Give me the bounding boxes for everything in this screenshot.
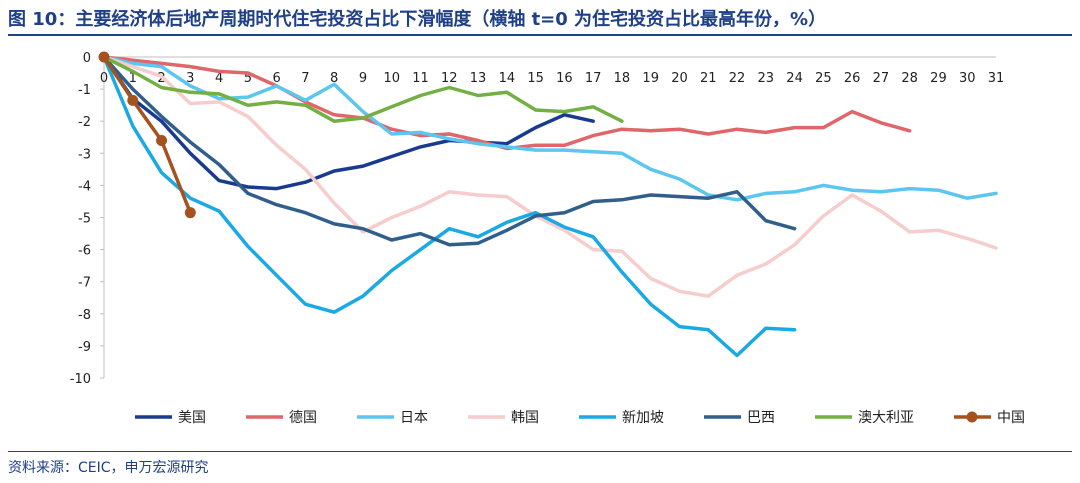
y-tick-label: -6	[78, 244, 91, 259]
x-tick-label: 20	[671, 71, 688, 86]
x-tick-label: 4	[215, 71, 223, 86]
legend-label: 巴西	[747, 410, 775, 426]
y-tick-label: -8	[78, 308, 91, 323]
x-tick-label: 21	[700, 71, 717, 86]
x-tick-label: 14	[499, 71, 516, 86]
x-tick-label: 22	[729, 71, 746, 86]
x-tick-label: 18	[614, 71, 631, 86]
legend-label: 韩国	[511, 410, 539, 426]
y-tick-label: -5	[78, 212, 91, 227]
x-tick-label: 7	[301, 71, 309, 86]
y-tick-label: 0	[83, 51, 91, 66]
x-tick-label: 29	[930, 71, 947, 86]
x-tick-label: 23	[758, 71, 775, 86]
figure-title: 图 10：主要经济体后地产周期时代住宅投资占比下滑幅度（横轴 t=0 为住宅投资…	[8, 9, 827, 30]
data-point-marker	[156, 134, 168, 146]
series-line-3	[102, 55, 998, 202]
legend-label: 中国	[997, 410, 1025, 426]
x-tick-label: 24	[786, 71, 803, 86]
x-tick-label: 12	[441, 71, 458, 86]
x-tick-label: 1	[129, 71, 137, 86]
x-tick-label: 31	[988, 71, 1005, 86]
x-tick-label: 17	[585, 71, 602, 86]
legend-label: 新加坡	[622, 410, 664, 426]
series-line-7	[102, 55, 624, 123]
y-tick-label: -9	[78, 340, 91, 355]
x-tick-label: 19	[642, 71, 659, 86]
legend-label: 日本	[400, 410, 428, 426]
axes: 0-1-2-3-4-5-6-7-8-9-100 1 2 3 4 5 6 7 8 9 10 11 12 13…	[70, 51, 1005, 387]
series-line-5	[102, 55, 797, 358]
x-tick-label: 28	[901, 71, 918, 86]
data-point-marker	[98, 51, 110, 63]
series-line-4	[102, 55, 998, 298]
x-tick-label: 26	[844, 71, 861, 86]
x-tick-label: 30	[959, 71, 976, 86]
x-tick-label: 27	[873, 71, 890, 86]
source-note: 资料来源：CEIC，申万宏源研究	[8, 460, 209, 476]
data-point-marker	[127, 94, 139, 106]
legend-label: 澳大利亚	[858, 410, 914, 426]
y-tick-label: -3	[78, 147, 91, 162]
x-tick-label: 10	[383, 71, 400, 86]
series-line-8	[102, 55, 193, 215]
series-line-6	[102, 55, 797, 247]
x-tick-label: 6	[273, 71, 281, 86]
y-tick-label: -4	[78, 179, 91, 194]
legend-label: 美国	[178, 410, 206, 426]
line-chart: 0-1-2-3-4-5-6-7-8-9-100 1 2 3 4 5 6 7 8 9 10 11 12 13…	[70, 51, 1025, 426]
y-tick-label: -1	[78, 83, 91, 98]
x-tick-label: 25	[815, 71, 832, 86]
x-tick-label: 15	[527, 71, 544, 86]
legend-marker	[966, 411, 978, 423]
series-layer	[98, 51, 998, 358]
x-tick-label: 9	[359, 71, 367, 86]
x-tick-label: 0	[100, 71, 108, 86]
x-tick-label: 8	[330, 71, 338, 86]
legend: 美国 德国 日本 韩国 新加坡 巴西 澳大利亚 中国	[135, 410, 1025, 426]
title-rule	[8, 34, 1072, 36]
legend-label: 德国	[289, 410, 317, 426]
series-line-1	[102, 55, 595, 191]
bottom-rule	[8, 451, 1072, 452]
data-point-marker	[184, 207, 196, 219]
y-tick-label: -7	[78, 276, 91, 291]
x-tick-label: 5	[244, 71, 252, 86]
x-tick-label: 13	[470, 71, 487, 86]
y-tick-label: -10	[70, 372, 91, 387]
x-tick-label: 16	[556, 71, 573, 86]
x-tick-label: 3	[186, 71, 194, 86]
y-tick-label: -2	[78, 115, 91, 130]
x-tick-label: 11	[412, 71, 429, 86]
